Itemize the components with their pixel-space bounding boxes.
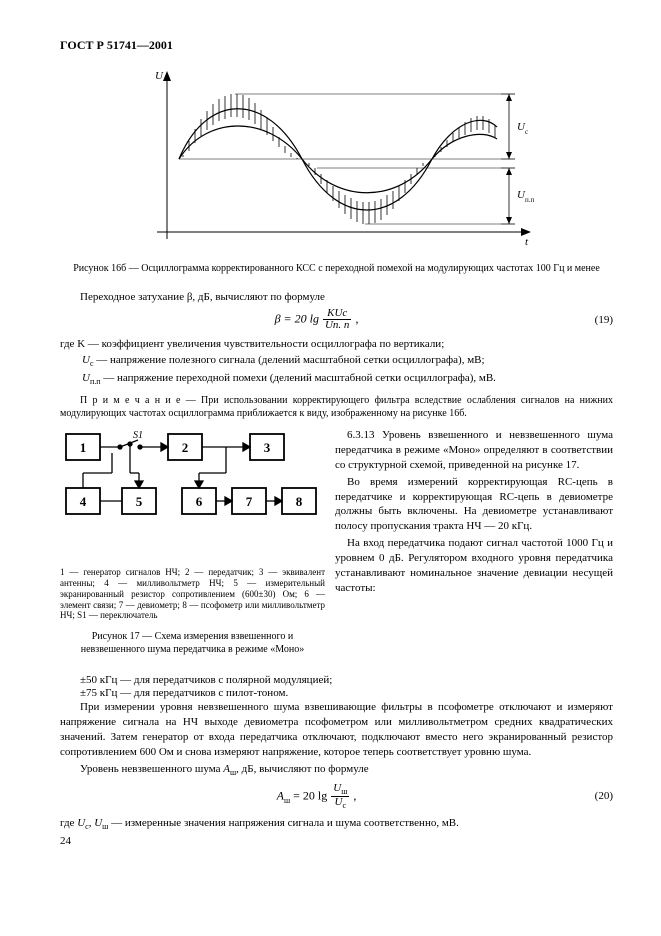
equation-19: β = 20 lg KUс Uп. п , (19) — [60, 308, 613, 331]
list-75khz: ±75 кГц — для передатчиков с пилот-тоном… — [60, 687, 613, 699]
svg-text:с: с — [525, 128, 528, 136]
figure-16b: U t — [60, 67, 613, 257]
eq19-lhs: β = 20 lg — [275, 312, 319, 326]
list-50khz: ±50 кГц — для передатчиков с полярной мо… — [60, 674, 613, 686]
note-text: П р и м е ч а н и е — При использовании … — [60, 394, 613, 420]
def-Uc-text: — напряжение полезного сигнала (делений … — [94, 354, 485, 366]
doc-header: ГОСТ Р 51741—2001 — [60, 38, 613, 53]
eq19-den: Uп. п — [323, 320, 351, 331]
eq20-tail: , — [350, 788, 356, 802]
def-K: K — коэффициент увеличения чувствительно… — [77, 338, 444, 350]
equation-20: Aш = 20 lg Uш Uс , (20) — [60, 783, 613, 810]
figure-16b-caption: Рисунок 16б — Осциллограмма корректирова… — [60, 263, 613, 276]
svg-text:6: 6 — [196, 494, 203, 509]
eq19-tail: , — [352, 312, 358, 326]
eq20-number: (20) — [573, 790, 613, 802]
eq19-number: (19) — [573, 314, 613, 326]
para-beta-intro: Переходное затухание β, дБ, вычисляют по… — [60, 290, 613, 305]
svg-text:1: 1 — [80, 440, 87, 455]
page-number: 24 — [60, 835, 613, 847]
para-rc: Во время измерений корректирующая RC-цеп… — [335, 475, 613, 534]
svg-text:7: 7 — [246, 494, 253, 509]
defs-block-19: где K — коэффициент увеличения чувствите… — [60, 337, 613, 388]
axis-u-label: U — [155, 70, 164, 82]
two-column-section: 1 2 3 4 5 6 7 8 — [60, 428, 613, 670]
para-6313: 6.3.13 Уровень взвешенного и невзвешенно… — [335, 428, 613, 473]
para-unweighted-noise: При измерении уровня невзвешенного шума … — [60, 700, 613, 759]
svg-text:4: 4 — [80, 494, 87, 509]
def-Upp-text: — напряжение переходной помехи (делений … — [101, 372, 496, 384]
para-input-signal: На вход передатчика подают сигнал частот… — [335, 536, 613, 595]
def-final: где Uс, Uш — измеренные значения напряже… — [60, 816, 613, 833]
figure-17-legend: 1 — генератор сигналов НЧ; 2 — передатчи… — [60, 567, 325, 621]
svg-text:п.п: п.п — [525, 196, 534, 204]
para-Ash-intro: Уровень невзвешенного шума Aш, дБ, вычис… — [60, 762, 613, 779]
page-container: ГОСТ Р 51741—2001 U t — [0, 0, 661, 877]
svg-text:5: 5 — [136, 494, 143, 509]
svg-text:S1: S1 — [133, 430, 143, 441]
svg-text:2: 2 — [182, 440, 189, 455]
defs-intro: где — [60, 338, 74, 350]
figure-17-caption: Рисунок 17 — Схема измерения взвешенного… — [60, 631, 325, 656]
figure-17-diagram: 1 2 3 4 5 6 7 8 — [60, 428, 325, 558]
svg-text:3: 3 — [264, 440, 271, 455]
axis-t-label: t — [525, 236, 529, 248]
svg-text:8: 8 — [296, 494, 303, 509]
